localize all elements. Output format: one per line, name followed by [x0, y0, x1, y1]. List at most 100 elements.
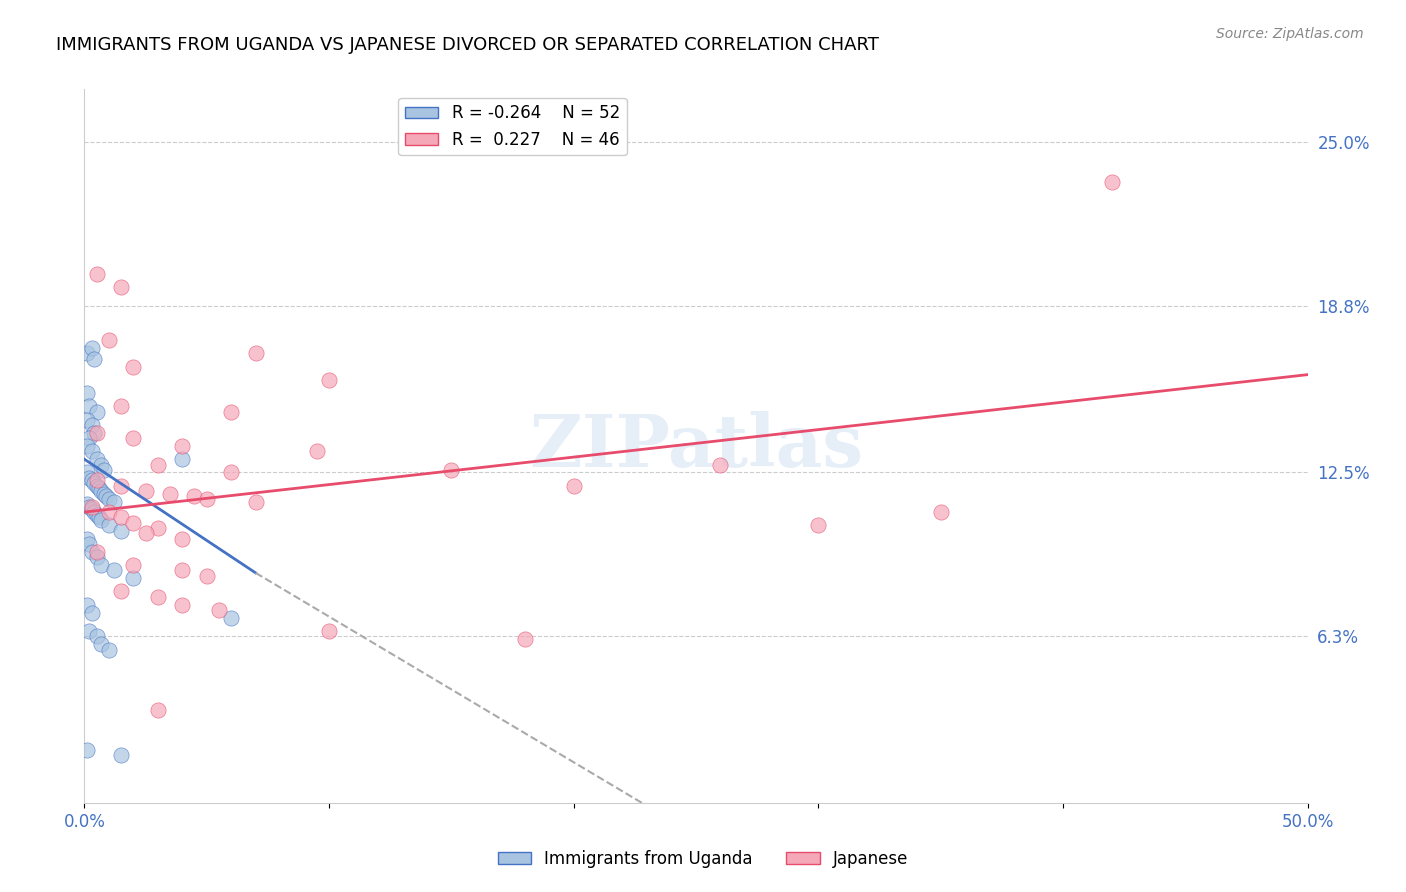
Legend: R = -0.264    N = 52, R =  0.227    N = 46: R = -0.264 N = 52, R = 0.227 N = 46: [398, 97, 627, 155]
Point: [93, 486, 115, 500]
Point: [97, 505, 120, 519]
Point: [135, 483, 157, 498]
Point: [86, 629, 108, 643]
Point: [86, 545, 108, 559]
Point: [80, 500, 103, 514]
Point: [80, 474, 103, 488]
Point: [135, 526, 157, 541]
Point: [76, 598, 98, 612]
Point: [90, 637, 112, 651]
Point: [219, 404, 242, 418]
Point: [219, 466, 242, 480]
Point: [146, 590, 169, 604]
Point: [90, 513, 112, 527]
Point: [245, 346, 267, 360]
Point: [110, 280, 132, 294]
Point: [110, 400, 132, 414]
Point: [76, 346, 98, 360]
Point: [86, 474, 108, 488]
Point: [76, 497, 98, 511]
Point: [96, 489, 118, 503]
Point: [1101, 175, 1123, 189]
Point: [172, 439, 194, 453]
Point: [122, 571, 145, 585]
Point: [103, 494, 125, 508]
Point: [77, 471, 100, 485]
Point: [562, 478, 585, 492]
Point: [83, 351, 105, 366]
Point: [122, 516, 145, 530]
Point: [146, 458, 169, 472]
Point: [80, 502, 103, 516]
Point: [929, 505, 952, 519]
Point: [80, 341, 103, 355]
Point: [97, 333, 120, 347]
Point: [195, 491, 218, 506]
Point: [90, 458, 112, 472]
Point: [76, 412, 98, 426]
Point: [76, 466, 98, 480]
Point: [110, 510, 132, 524]
Point: [87, 481, 110, 495]
Point: [219, 611, 242, 625]
Point: [807, 518, 830, 533]
Point: [110, 478, 132, 492]
Point: [83, 425, 105, 440]
Point: [110, 748, 132, 763]
Point: [318, 624, 340, 638]
Point: [80, 417, 103, 432]
Point: [90, 558, 112, 572]
Point: [86, 549, 108, 564]
Point: [86, 425, 108, 440]
Point: [86, 267, 108, 281]
Point: [80, 606, 103, 620]
Point: [122, 359, 145, 374]
Point: [146, 703, 169, 717]
Point: [80, 545, 103, 559]
Text: IMMIGRANTS FROM UGANDA VS JAPANESE DIVORCED OR SEPARATED CORRELATION CHART: IMMIGRANTS FROM UGANDA VS JAPANESE DIVOR…: [56, 36, 879, 54]
Point: [76, 532, 98, 546]
Point: [122, 558, 145, 572]
Point: [110, 524, 132, 538]
Point: [76, 439, 98, 453]
Point: [97, 642, 120, 657]
Point: [80, 444, 103, 458]
Point: [86, 404, 108, 418]
Point: [110, 584, 132, 599]
Point: [93, 463, 115, 477]
Point: [90, 483, 112, 498]
Point: [159, 486, 181, 500]
Point: [83, 505, 105, 519]
Point: [83, 475, 105, 490]
Text: Source: ZipAtlas.com: Source: ZipAtlas.com: [1216, 27, 1364, 41]
Point: [440, 463, 463, 477]
Point: [172, 452, 194, 467]
Point: [77, 431, 100, 445]
Point: [195, 568, 218, 582]
Point: [122, 431, 145, 445]
Point: [208, 603, 231, 617]
Point: [77, 624, 100, 638]
Point: [77, 537, 100, 551]
Point: [172, 563, 194, 577]
Point: [86, 452, 108, 467]
Point: [103, 563, 125, 577]
Point: [318, 373, 340, 387]
Point: [97, 491, 120, 506]
Point: [172, 532, 194, 546]
Point: [86, 478, 108, 492]
Point: [86, 508, 108, 522]
Text: ZIPatlas: ZIPatlas: [529, 410, 863, 482]
Point: [97, 518, 120, 533]
Point: [76, 386, 98, 401]
Point: [76, 743, 98, 757]
Point: [172, 598, 194, 612]
Point: [77, 400, 100, 414]
Point: [183, 489, 205, 503]
Point: [305, 444, 328, 458]
Point: [87, 510, 110, 524]
Point: [709, 458, 731, 472]
Point: [513, 632, 536, 646]
Point: [245, 494, 267, 508]
Point: [77, 500, 100, 514]
